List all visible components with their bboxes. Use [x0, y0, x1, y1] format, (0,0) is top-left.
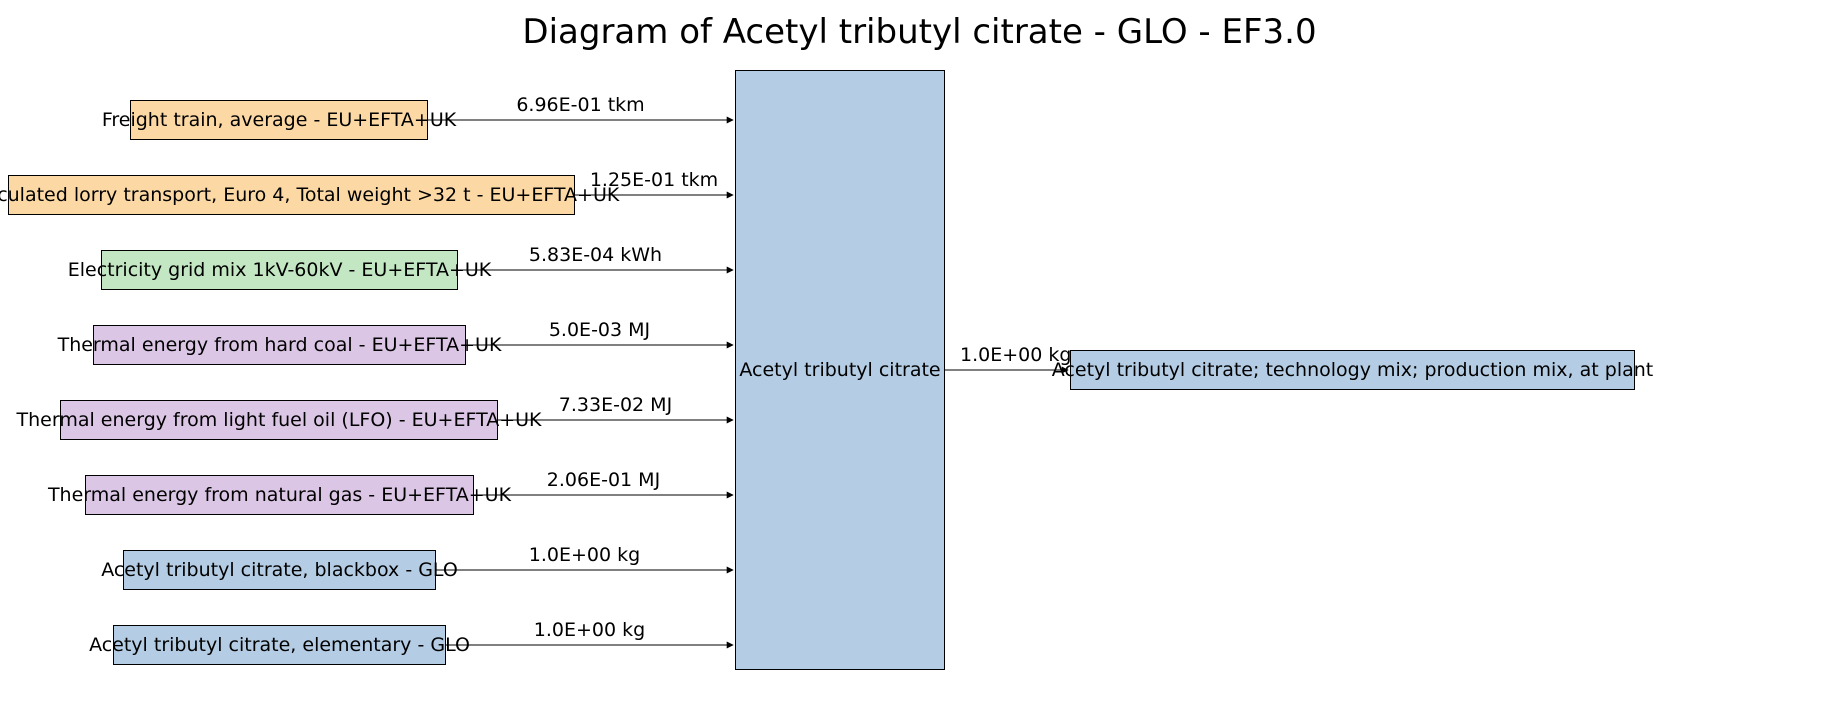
input-edge-label: 6.96E-01 tkm [501, 94, 661, 116]
input-edge-label: 1.25E-01 tkm [574, 169, 734, 191]
input-node: Thermal energy from light fuel oil (LFO)… [60, 400, 498, 440]
output-node: Acetyl tributyl citrate; technology mix;… [1070, 350, 1635, 390]
input-edge-label: 1.0E+00 kg [510, 619, 670, 641]
input-node: Thermal energy from natural gas - EU+EFT… [85, 475, 474, 515]
input-edge-label: 5.83E-04 kWh [516, 244, 676, 266]
process-node-center: Acetyl tributyl citrate [735, 70, 945, 670]
input-node: Articulated lorry transport, Euro 4, Tot… [8, 175, 575, 215]
input-node: Acetyl tributyl citrate, elementary - GL… [113, 625, 446, 665]
output-edge-label: 1.0E+00 kg [960, 344, 1071, 366]
input-node: Thermal energy from hard coal - EU+EFTA+… [93, 325, 466, 365]
diagram-canvas: Diagram of Acetyl tributyl citrate - GLO… [0, 0, 1839, 713]
diagram-title: Diagram of Acetyl tributyl citrate - GLO… [0, 12, 1839, 52]
input-node: Freight train, average - EU+EFTA+UK [130, 100, 428, 140]
input-edge-label: 1.0E+00 kg [505, 544, 665, 566]
input-edge-label: 5.0E-03 MJ [520, 319, 680, 341]
input-node: Acetyl tributyl citrate, blackbox - GLO [123, 550, 436, 590]
input-node: Electricity grid mix 1kV-60kV - EU+EFTA+… [101, 250, 458, 290]
input-edge-label: 7.33E-02 MJ [536, 394, 696, 416]
input-edge-label: 2.06E-01 MJ [524, 469, 684, 491]
